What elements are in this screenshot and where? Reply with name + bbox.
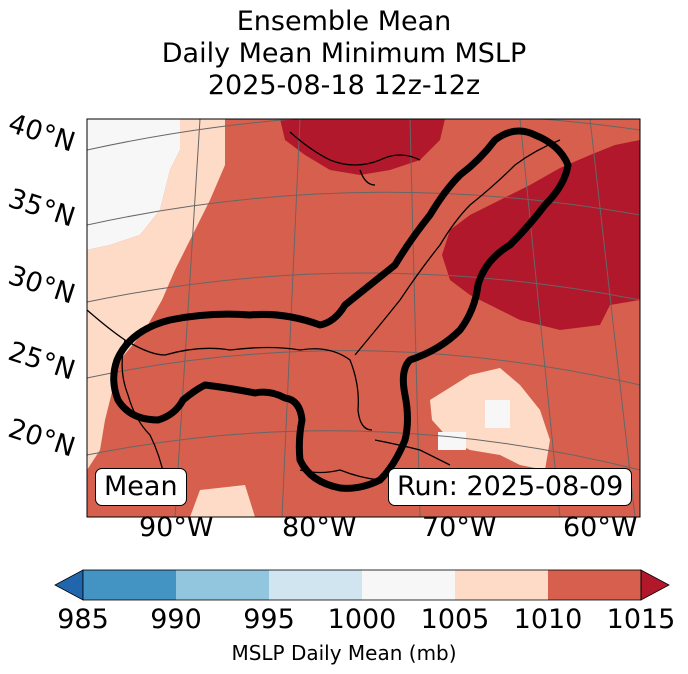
colorbar-tick-990: 990 <box>150 604 202 635</box>
title-line-2: Daily Mean Minimum MSLP <box>161 38 527 69</box>
field-1005-1010-west <box>87 119 225 470</box>
lon-label-80w: 80°W <box>282 512 357 543</box>
colorbar-tick-1005: 1005 <box>420 604 490 635</box>
ensemble-contour <box>110 127 572 492</box>
colorbar-segment-1 <box>83 570 176 600</box>
map-field <box>87 119 640 517</box>
colorbar-label: MSLP Daily Mean (mb) <box>231 641 457 665</box>
field-1000-1005 <box>87 119 180 250</box>
title-line-1: Ensemble Mean <box>236 6 452 37</box>
title-line-3: 2025-08-18 12z-12z <box>207 70 481 101</box>
field-white-patch-1 <box>485 400 510 428</box>
colorbar-extend-high <box>640 569 670 601</box>
map-frame <box>86 118 641 518</box>
lon-label-60w: 60°W <box>563 512 638 543</box>
mean-label-box: Mean <box>95 468 187 506</box>
colorbar-segment-3 <box>269 570 362 600</box>
colorbar-extend-low <box>54 569 84 601</box>
colorbar-tick-1010: 1010 <box>513 604 583 635</box>
lon-label-90w: 90°W <box>139 512 214 543</box>
colorbar-segment-4 <box>362 570 455 600</box>
field-1005-1010-south <box>190 485 255 517</box>
colorbar-tick-995: 995 <box>243 604 295 635</box>
run-label-box: Run: 2025-08-09 <box>388 468 633 506</box>
colorbar-segment-5 <box>455 570 548 600</box>
colorbar-tick-1015: 1015 <box>606 604 676 635</box>
field-1015-greatlakes <box>280 119 445 175</box>
colorbar-segment-2 <box>176 570 269 600</box>
lon-label-70w: 70°W <box>422 512 497 543</box>
colorbar-segment-6 <box>548 570 641 600</box>
colorbar-tick-985: 985 <box>57 604 109 635</box>
field-1015-atlantic <box>442 140 640 330</box>
colorbar-tick-1000: 1000 <box>327 604 397 635</box>
colorbar-frame <box>82 569 642 601</box>
